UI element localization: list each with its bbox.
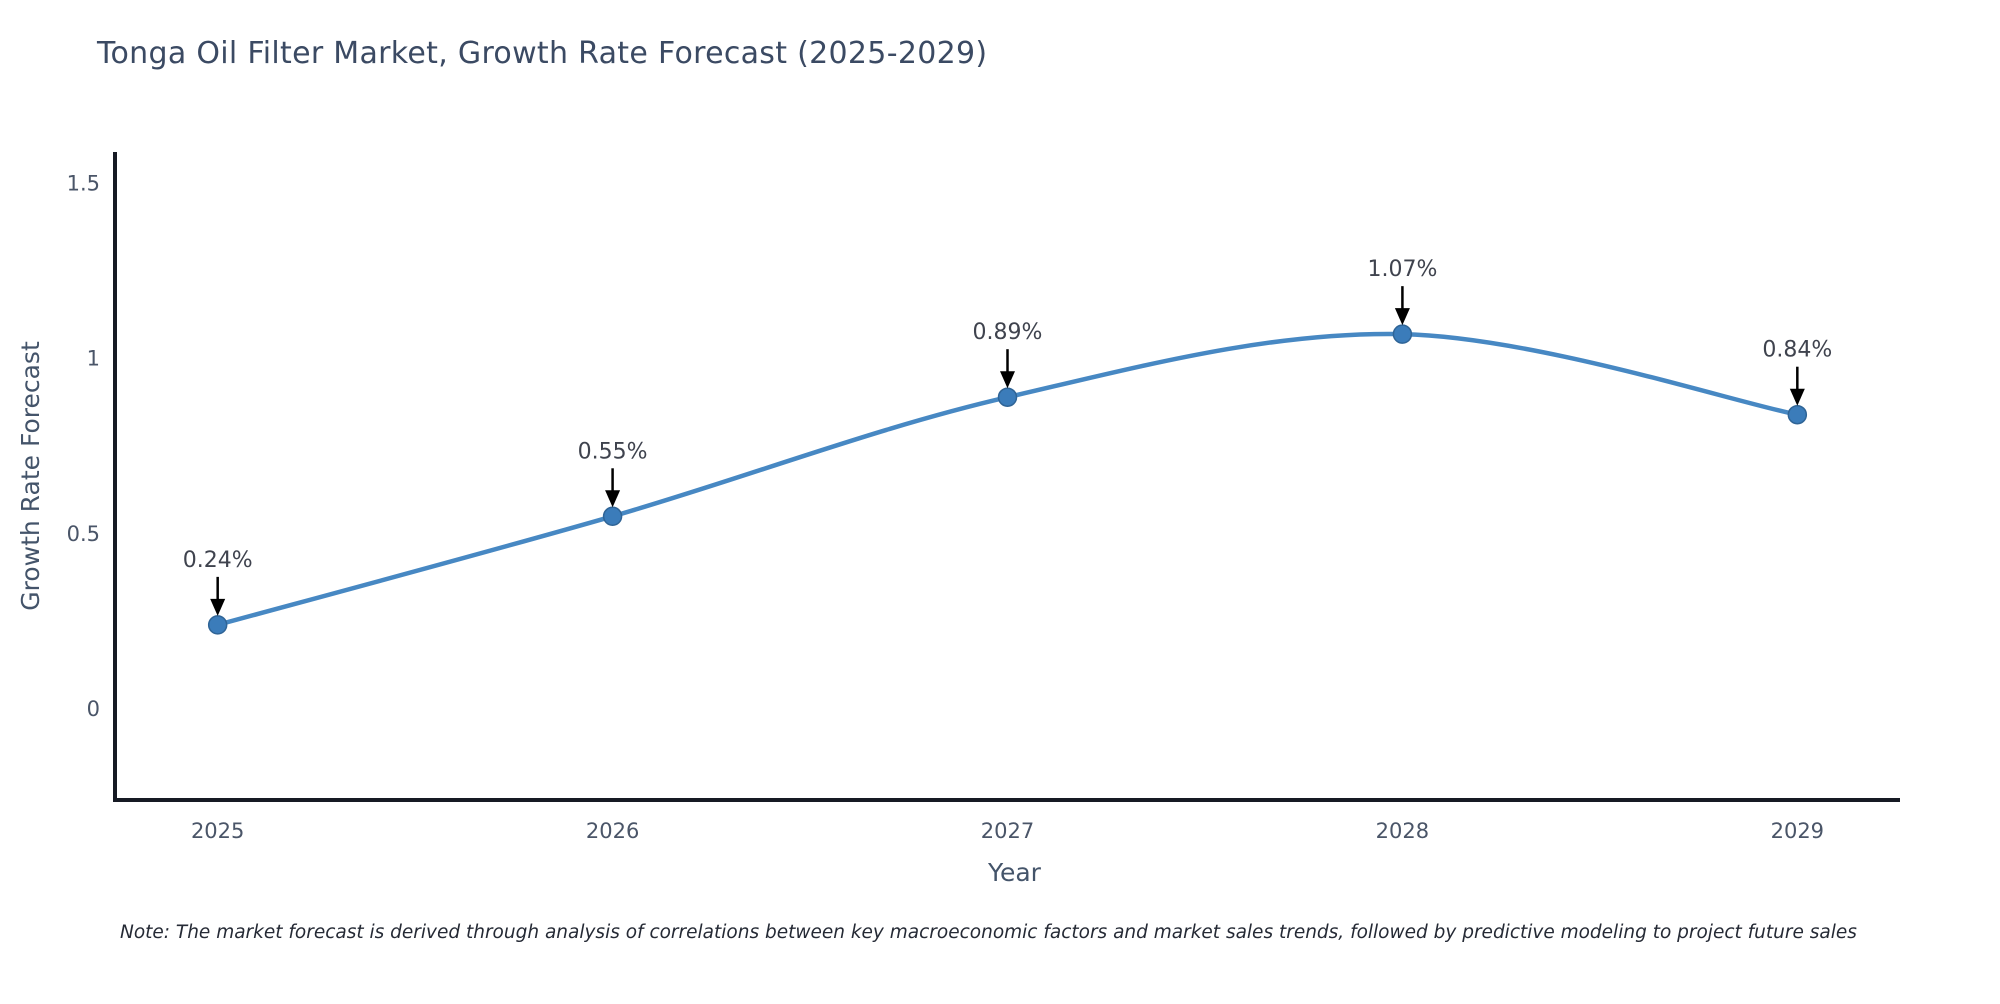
data-point-marker <box>997 387 1018 407</box>
x-tick-label: 2025 <box>191 819 244 843</box>
point-value-label: 0.89% <box>973 320 1043 345</box>
annotation-arrowhead-icon <box>1000 371 1015 389</box>
axes <box>113 152 1900 802</box>
point-annotations: 0.24% 0.55% 0.89% 1.07% 0.84% <box>183 257 1832 616</box>
y-tick-label: 0.5 <box>67 522 100 546</box>
x-axis-title-text: Year <box>988 858 1041 887</box>
y-tick-label: 1.5 <box>67 172 100 196</box>
x-tick-label: 2029 <box>1771 819 1824 843</box>
y-tick-label: 1 <box>87 347 100 371</box>
chart-title: Tonga Oil Filter Market, Growth Rate For… <box>97 36 988 71</box>
data-points <box>207 324 1808 635</box>
x-tick-labels: 2025 2026 2027 2028 2029 <box>191 819 1824 843</box>
x-tick-label: 2026 <box>586 819 639 843</box>
data-point-marker <box>602 506 623 527</box>
data-point-marker <box>1787 404 1808 425</box>
footnote: Note: The market forecast is derived thr… <box>120 922 1857 943</box>
point-value-label: 0.84% <box>1762 338 1832 363</box>
annotation-arrowhead-icon <box>605 490 621 508</box>
data-point-marker <box>207 615 228 635</box>
annotation-arrowhead-icon <box>1394 308 1410 326</box>
y-axis-title: Growth Rate Forecast <box>16 341 45 611</box>
point-value-label: 1.07% <box>1367 257 1437 282</box>
data-point-marker <box>1392 324 1413 344</box>
y-tick-label: 0 <box>87 697 100 721</box>
y-tick-labels: 0 0.5 1 1.5 <box>67 172 100 721</box>
x-axis-title: Year <box>0 858 2000 887</box>
annotation-arrowhead-icon <box>210 598 226 616</box>
point-value-label: 0.55% <box>578 439 648 464</box>
x-tick-label: 2028 <box>1376 819 1429 843</box>
annotation-arrowhead-icon <box>1789 388 1805 406</box>
x-tick-label: 2027 <box>981 819 1034 843</box>
point-value-label: 0.24% <box>183 548 253 573</box>
